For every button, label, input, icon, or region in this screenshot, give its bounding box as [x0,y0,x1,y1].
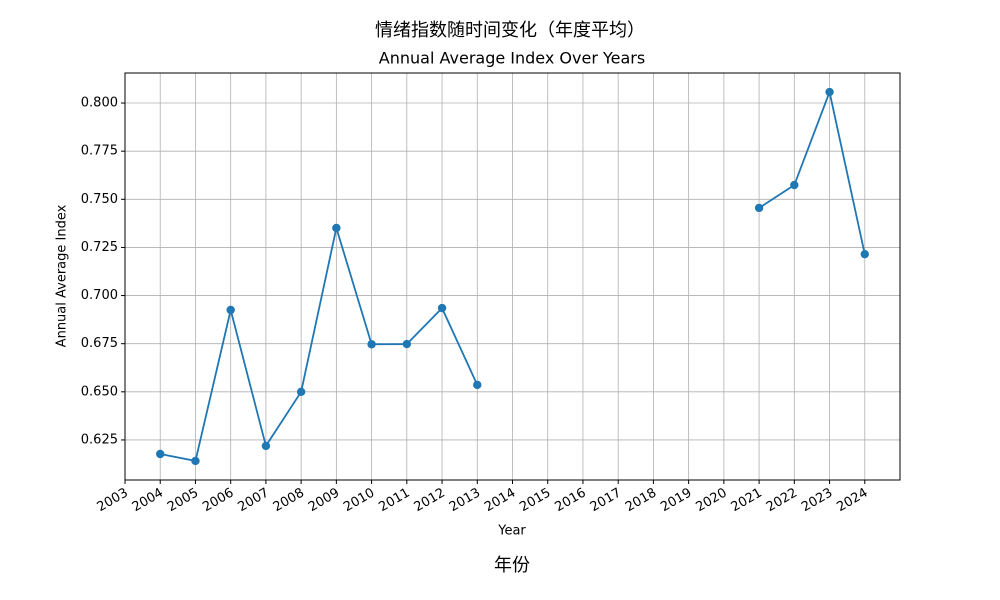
y-tick-label: 0.775 [81,144,118,159]
marker [156,449,165,459]
marker [367,340,376,349]
x-tick-label: 2023 [799,486,835,516]
marker [437,303,447,313]
marker [860,249,869,259]
marker [402,339,412,349]
x-tick-label: 2011 [376,486,412,516]
x-tick-label: 2006 [200,486,236,516]
marker [473,380,482,390]
marker [754,203,764,213]
x-tick-label: 2017 [588,486,624,516]
chart-subtitle: Annual Average Index Over Years [379,49,645,68]
plot-frame [124,72,901,481]
x-tick-label: 2022 [764,486,800,516]
x-axis-label: Year [497,524,526,539]
figure-x-label: 年份 [494,555,530,576]
y-axis-label: Annual Average Index [55,204,70,347]
y-tick-label: 0.650 [81,384,118,399]
y-tick-label: 0.675 [81,336,118,351]
marker [226,305,235,315]
x-tick-label: 2008 [271,486,307,516]
line [160,224,479,462]
x-tick-label: 2007 [235,486,271,516]
y-tick-label: 0.750 [81,192,118,207]
marker [332,223,341,233]
marker [296,387,306,397]
x-tick-label: 2021 [729,486,765,516]
x-tick-label: 2009 [306,486,342,516]
line [758,88,866,255]
y-tick-label: 0.625 [81,432,118,447]
marker [825,87,834,97]
x-tick-label: 2010 [341,486,377,516]
x-tick-label: 2024 [834,486,870,516]
x-tick-label: 2003 [95,486,131,516]
y-tick-label: 0.700 [81,288,118,303]
x-tick-label: 2013 [447,486,483,516]
marker [261,441,271,451]
marker [191,456,200,466]
x-tick-label: 2015 [517,486,553,516]
x-tick-label: 2004 [130,486,166,516]
y-tick-label: 0.800 [81,96,118,111]
x-tick-label: 2018 [623,486,659,516]
x-tick-label: 2012 [412,486,448,516]
x-tick-label: 2005 [165,486,201,516]
x-tick-label: 2016 [553,486,589,516]
chart-title: 情绪指数随时间变化（年度平均） [375,20,645,41]
marker [790,180,799,190]
x-tick-label: 2020 [693,486,729,516]
y-tick-label: 0.725 [81,240,118,255]
x-tick-label: 2019 [658,486,694,516]
x-tick-label: 2014 [482,486,518,516]
